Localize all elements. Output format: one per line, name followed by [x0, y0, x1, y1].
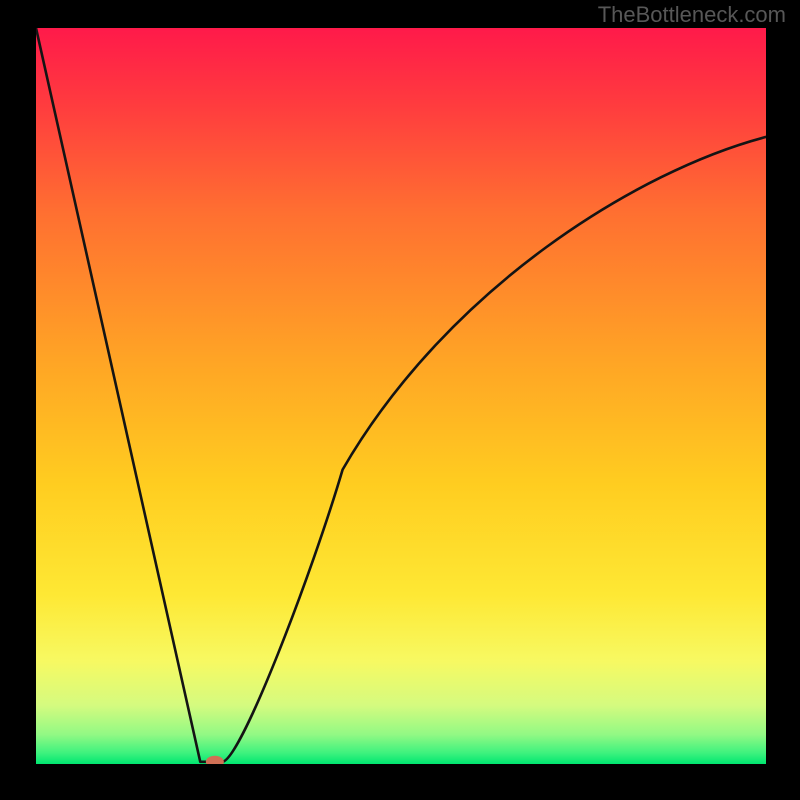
bottleneck-curve: [36, 28, 766, 764]
plot-area: [36, 28, 766, 764]
optimal-point-marker: [206, 756, 224, 764]
attribution-text: TheBottleneck.com: [598, 2, 786, 28]
